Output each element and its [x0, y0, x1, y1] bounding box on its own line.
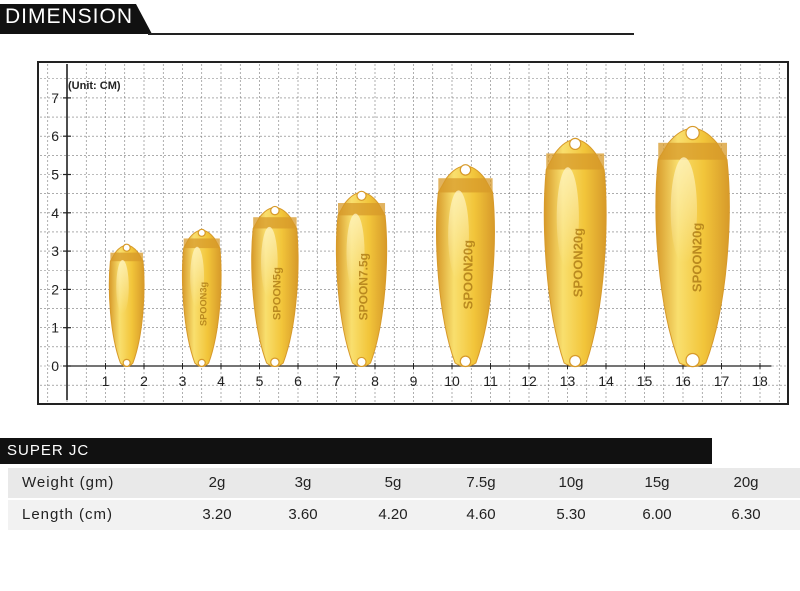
x-tick-label: 10 [444, 373, 460, 389]
spoon-band [546, 153, 605, 170]
spoon-label: SPOON5g [271, 267, 283, 320]
weight-cell: 7.5g [466, 474, 496, 491]
weight-cell: 15g [644, 474, 670, 491]
x-tick-label: 14 [598, 373, 614, 389]
length-cell: 6.00 [642, 506, 672, 523]
x-tick-label: 11 [483, 373, 498, 389]
spoon-bottom-hole [685, 352, 700, 368]
spoon-highlight [190, 246, 205, 308]
y-tick-label: 4 [51, 205, 59, 221]
spoon-band [253, 217, 297, 229]
spoon-highlight [116, 259, 129, 314]
length-cell: 3.60 [288, 506, 318, 523]
y-tick-label: 0 [51, 358, 59, 374]
y-tick-label: 7 [51, 90, 59, 106]
y-tick-label: 1 [51, 320, 59, 336]
dimension-title: DIMENSION [5, 5, 134, 28]
x-tick-label: 7 [333, 373, 341, 389]
spoon-bottom-hole [122, 358, 131, 367]
x-tick-label: 2 [140, 373, 148, 389]
length-cell: 6.30 [731, 506, 761, 523]
spoon-highlight [346, 213, 365, 292]
x-tick-label: 8 [371, 373, 379, 389]
spoon-top-hole [459, 164, 472, 176]
length-cell: 5.30 [556, 506, 586, 523]
spoon-highlight [556, 167, 579, 269]
spoon-bottom-hole [197, 358, 206, 367]
length-cell: 4.20 [378, 506, 408, 523]
spoon-label: SPOON20g [689, 223, 704, 292]
weight-cell: 10g [558, 474, 584, 491]
y-tick-label: 2 [51, 281, 59, 297]
model-title: SUPER JC [7, 442, 90, 459]
spoon-top-hole [197, 228, 206, 237]
weight-cell: 3g [294, 474, 312, 491]
x-tick-label: 15 [637, 373, 653, 389]
spoon-bottom-hole [459, 355, 472, 368]
spoon-top-hole [569, 137, 582, 151]
weight-row: Weight (gm) 2g 3g 5g 7.5g 10g 15g 20g [8, 468, 800, 498]
x-tick-label: 3 [179, 373, 187, 389]
spoon-top-hole [122, 243, 131, 252]
spoon-top-hole [270, 205, 280, 216]
spoon-top-hole [685, 125, 700, 141]
spoon-highlight [448, 190, 469, 280]
spoon-band [658, 142, 728, 160]
spoon-highlight [670, 157, 698, 264]
weight-cell: 20g [733, 474, 759, 491]
weight-cell: 5g [384, 474, 402, 491]
weight-cell: 2g [208, 474, 226, 491]
x-tick-label: 16 [675, 373, 691, 389]
length-row: Length (cm) 3.20 3.60 4.20 4.60 5.30 6.0… [8, 500, 800, 530]
x-tick-label: 17 [714, 373, 730, 389]
spoon-label: SPOON3g [198, 282, 208, 326]
x-tick-label: 13 [560, 373, 576, 389]
spoon-top-hole [356, 190, 367, 201]
length-label: Length (cm) [22, 506, 114, 523]
spoon-bottom-hole [356, 356, 367, 368]
spoon-band [183, 238, 220, 249]
x-tick-label: 1 [102, 373, 110, 389]
x-tick-label: 5 [256, 373, 264, 389]
y-tick-label: 5 [51, 167, 59, 183]
y-tick-label: 3 [51, 243, 59, 259]
spoon-bottom-hole [270, 357, 280, 368]
x-tick-label: 6 [294, 373, 302, 389]
x-tick-label: 4 [217, 373, 225, 389]
spoon-label: SPOON20g [460, 240, 475, 309]
x-tick-label: 12 [521, 373, 537, 389]
y-tick-label: 6 [51, 128, 59, 144]
spoon-label: SPOON7.5g [357, 253, 371, 320]
spoon-label: SPOON20g [571, 228, 586, 297]
unit-label: (Unit: CM) [68, 80, 121, 92]
x-tick-label: 18 [752, 373, 768, 389]
spoon-band [438, 178, 493, 193]
spoon-bottom-hole [569, 354, 582, 368]
length-cell: 3.20 [202, 506, 232, 523]
header-rule [148, 33, 634, 35]
length-cell: 4.60 [466, 506, 496, 523]
model-banner [0, 438, 712, 464]
dimension-banner [0, 4, 152, 34]
x-tick-label: 9 [410, 373, 418, 389]
spoon-band [338, 203, 386, 216]
spoon-highlight [261, 226, 278, 298]
spoon-band [110, 252, 143, 262]
weight-label: Weight (gm) [22, 474, 115, 491]
